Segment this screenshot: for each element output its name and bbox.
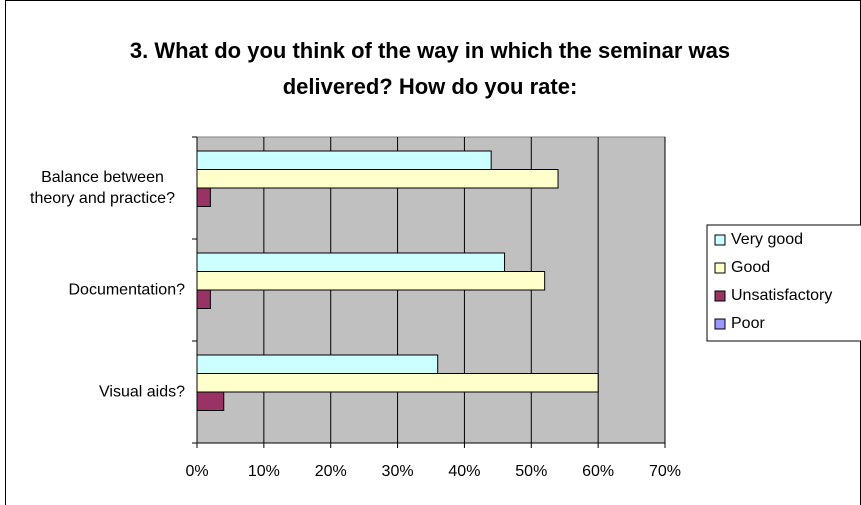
x-tick-label: 40%: [448, 463, 480, 480]
x-tick-label: 50%: [515, 463, 547, 480]
y-tick-label: Documentation?: [68, 281, 185, 299]
x-tick-label: 60%: [582, 463, 614, 480]
legend-box: [706, 224, 861, 342]
legend-label: Poor: [731, 315, 765, 332]
legend-swatch: [714, 318, 726, 330]
y-tick-label: Visual aids?: [99, 383, 185, 401]
legend-swatch: [714, 234, 726, 246]
x-tick-label: 20%: [315, 463, 347, 480]
x-tick-label: 70%: [649, 463, 681, 480]
x-tick-label: 0%: [185, 463, 208, 480]
bar: [196, 271, 546, 291]
legend-swatch: [714, 290, 726, 302]
bar: [196, 354, 439, 374]
bar: [196, 187, 211, 207]
bar: [196, 391, 225, 411]
x-tick-label: 10%: [248, 463, 280, 480]
bar: [196, 373, 599, 393]
legend-swatch: [714, 262, 726, 274]
legend-label: Good: [731, 259, 770, 276]
legend-label: Unsatisfactory: [731, 287, 832, 304]
bar: [196, 252, 506, 272]
legend-label: Very good: [731, 231, 803, 248]
chart-title: 3. What do you think of the way in which…: [129, 38, 731, 99]
x-tick-label: 30%: [382, 463, 414, 480]
bar: [196, 150, 492, 170]
bar: [196, 169, 559, 189]
y-tick-label: Balance between theory and practice?: [30, 169, 175, 207]
bar: [196, 289, 211, 309]
